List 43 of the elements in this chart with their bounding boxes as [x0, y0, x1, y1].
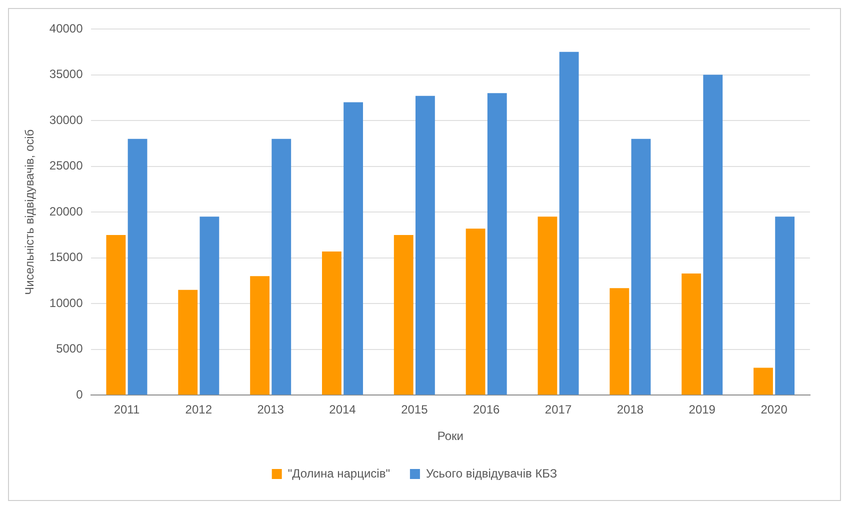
bar: [178, 290, 198, 395]
y-tick-label: 15000: [49, 250, 84, 264]
y-tick-label: 5000: [56, 342, 84, 356]
x-tick-label: 2012: [185, 402, 212, 417]
y-tick-label: 0: [76, 388, 84, 402]
bar: [322, 251, 342, 395]
legend-label: "Долина нарцисів": [288, 466, 390, 480]
legend-label: Усього відвідувачів КБЗ: [426, 466, 558, 480]
y-tick-label: 40000: [49, 21, 84, 36]
bar: [250, 276, 270, 395]
bar: [631, 138, 651, 395]
y-tick-label: 25000: [49, 158, 84, 173]
y-tick-label: 10000: [49, 296, 84, 310]
x-tick-label: 2014: [329, 402, 356, 417]
y-tick-label: 35000: [49, 67, 84, 82]
bar: [394, 234, 414, 395]
y-tick-label: 30000: [49, 112, 84, 127]
bar: [559, 52, 579, 395]
y-axis-title: Чисельність відвідувачів, осіб: [22, 129, 37, 295]
bar: [487, 93, 507, 395]
y-tick-label: 20000: [49, 204, 84, 218]
bar: [200, 216, 220, 395]
bar: [344, 102, 363, 395]
x-tick-label: 2020: [760, 402, 788, 417]
bar: [610, 288, 630, 395]
x-tick-label: 2016: [472, 402, 500, 417]
x-tick-label: 2011: [114, 402, 140, 417]
x-tick-label: 2015: [401, 402, 428, 417]
x-tick-label: 2013: [257, 402, 284, 417]
bar: [775, 216, 795, 395]
bar: [754, 368, 773, 395]
x-tick-label: 2018: [616, 402, 644, 417]
bar: [128, 138, 148, 395]
bar: [703, 74, 723, 395]
bar: [106, 234, 126, 395]
bar: [416, 96, 435, 395]
x-axis-title: Роки: [437, 429, 464, 444]
bar: [272, 138, 292, 395]
bar: [682, 273, 702, 395]
bar: [466, 228, 486, 395]
x-tick-label: 2019: [688, 402, 716, 417]
x-tick-label: 2017: [544, 402, 572, 417]
bar: [538, 216, 558, 395]
